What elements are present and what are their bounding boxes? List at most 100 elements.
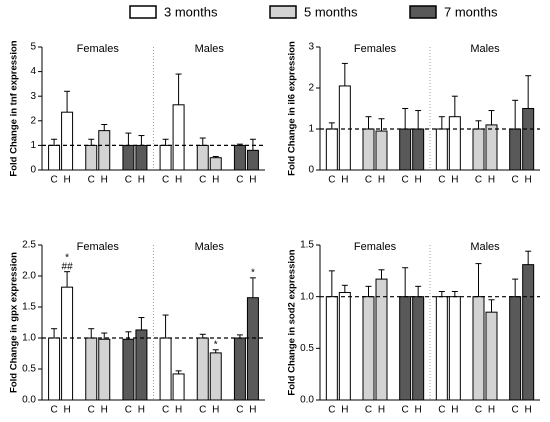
x-tick-label: H [341,175,348,186]
x-tick-label: H [101,405,108,416]
x-tick-label: H [525,405,532,416]
y-tick-label: 1.0 [300,291,314,302]
x-tick-label: C [125,405,132,416]
group-label: Males [195,241,225,253]
y-tick-label: 3 [30,91,36,102]
y-tick-label: 2 [30,115,36,126]
bar [435,296,448,401]
x-tick-label: C [438,405,445,416]
x-tick-label: C [236,405,243,416]
group-label: Females [354,43,397,55]
x-tick-label: H [101,175,108,186]
x-tick-label: H [212,175,219,186]
group-label: Males [470,43,500,55]
y-tick-label: 5 [30,42,36,53]
bar [522,264,535,401]
x-tick-label: H [249,175,256,186]
legend-swatch [269,5,297,19]
y-tick-label: 0 [30,165,36,176]
bar [325,296,338,401]
legend-swatch [129,5,157,19]
bar [509,128,522,171]
x-tick-label: C [512,405,519,416]
bar [172,104,185,171]
group-label: Males [195,43,225,55]
bar [375,278,388,401]
bar [472,296,485,401]
bar [485,124,498,171]
group-label: Females [354,241,397,253]
x-tick-label: C [199,175,206,186]
legend-label: 3 months [164,4,218,19]
x-tick-label: C [50,405,57,416]
significance-mark: * [214,339,218,350]
bar [412,128,425,171]
x-tick-label: C [162,175,169,186]
x-tick-label: C [512,175,519,186]
y-axis-label: Fold Change in il6 expression [287,41,298,176]
bar [325,128,338,171]
x-tick-label: H [451,405,458,416]
y-tick-label: 2 [308,83,314,94]
bar [246,297,259,401]
y-tick-label: 0.5 [300,343,314,354]
bar [522,108,535,171]
y-axis-label: Fold Change in tnf expression [9,40,20,176]
bar [172,373,185,401]
significance-mark: ## [62,261,74,272]
x-tick-label: H [249,405,256,416]
bar [362,296,375,401]
group-label: Males [470,241,500,253]
x-tick-label: C [199,405,206,416]
x-tick-label: C [125,175,132,186]
x-tick-label: H [488,405,495,416]
x-tick-label: H [175,405,182,416]
x-tick-label: C [236,175,243,186]
x-tick-label: C [402,175,409,186]
bar [509,296,522,401]
x-tick-label: H [175,175,182,186]
bar [233,337,246,401]
x-tick-label: H [63,175,70,186]
y-tick-label: 2.0 [22,271,36,282]
y-tick-label: 1.5 [300,240,314,251]
bar [122,144,135,171]
bar [98,338,111,401]
bar [209,352,222,401]
y-tick-label: 1.0 [22,333,36,344]
bar [246,149,259,171]
x-tick-label: H [63,405,70,416]
x-tick-label: H [378,405,385,416]
y-tick-label: 4 [30,66,36,77]
x-tick-label: C [365,175,372,186]
significance-mark: * [65,252,69,263]
x-tick-label: H [341,405,348,416]
bar [48,144,61,171]
x-tick-label: H [378,175,385,186]
bar [472,128,485,171]
y-tick-label: 1 [30,140,36,151]
y-tick-label: 1 [308,124,314,135]
bar [98,130,111,171]
x-tick-label: C [328,405,335,416]
x-tick-label: C [162,405,169,416]
x-tick-label: C [402,405,409,416]
y-axis-label: Fold Change in gpx expression [9,252,20,393]
bar [159,337,172,401]
bar [209,157,222,171]
x-tick-label: C [88,405,95,416]
bar [399,296,412,401]
x-tick-label: C [475,405,482,416]
bar [435,128,448,171]
legend-label: 7 months [444,4,498,19]
legend-swatch [409,5,437,19]
x-tick-label: H [212,405,219,416]
x-tick-label: C [328,175,335,186]
bar [338,85,351,171]
bar [399,128,412,171]
x-tick-label: H [451,175,458,186]
bar [48,337,61,401]
bar [85,144,98,171]
x-tick-label: C [88,175,95,186]
